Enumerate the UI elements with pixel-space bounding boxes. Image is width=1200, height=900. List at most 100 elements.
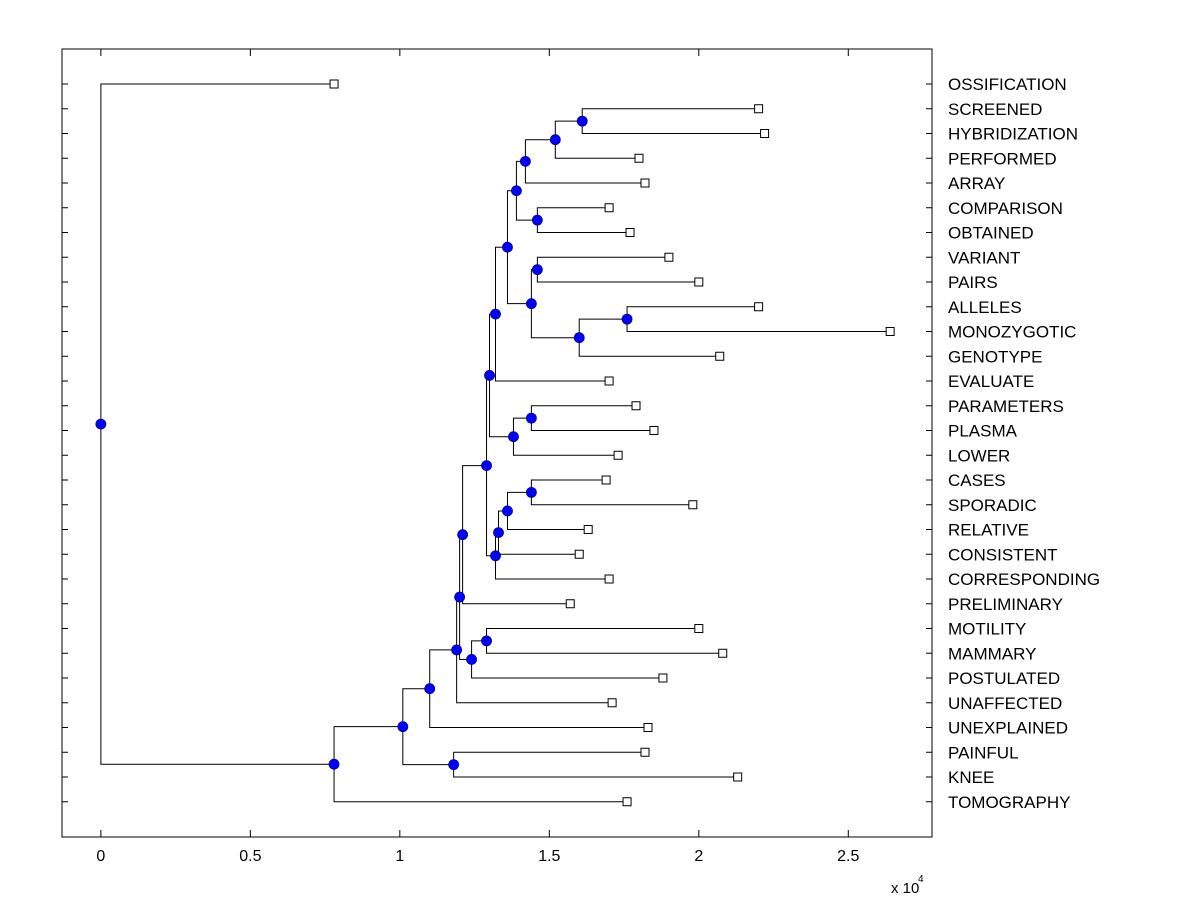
merge-node-marker [493,527,504,538]
x-exponent-label: x 10 [891,880,919,897]
y-tick-marks [62,83,932,803]
leaf-label: SCREENED [948,100,1042,119]
leaf-marker [329,79,339,89]
merge-node-marker [490,550,501,562]
leaf-marker [733,772,743,782]
merge-node-marker [451,644,463,656]
leaf-marker [574,549,584,559]
leaf-label: PRELIMINARY [948,595,1063,614]
leaf-marker [658,673,668,683]
leaf-label: GENOTYPE [948,347,1042,366]
leaf-marker [643,723,653,732]
merge-node-marker [484,369,495,381]
merge-node-marker [525,298,537,310]
leaf-marker [760,129,770,138]
merge-node-marker [549,134,561,146]
leaf-label: MAMMARY [948,644,1036,663]
merge-node-marker [531,214,543,226]
leaf-label: VARIANT [948,248,1020,267]
leaf-label: POSTULATED [948,669,1060,688]
leaf-label: UNAFFECTED [948,694,1062,713]
leaf-label: COMPARISON [948,199,1063,218]
merge-node-markers [95,115,633,771]
x-tick-label: 2.5 [837,848,859,865]
x-tick-label: 1.5 [538,848,560,865]
leaf-label: OBTAINED [948,224,1034,243]
leaf-label: MONOZYGOTIC [948,323,1076,342]
merge-node-marker [576,115,588,127]
merge-node-marker [481,635,492,647]
leaf-label: LOWER [948,446,1010,465]
leaf-label: RELATIVE [948,521,1029,540]
leaf-marker [715,351,725,361]
merge-node-marker [448,759,460,771]
merge-node-marker [621,313,633,325]
leaf-marker [631,401,641,411]
merge-node-marker [95,418,107,430]
merge-node-marker [525,486,537,498]
merge-node-marker [511,185,522,197]
leaf-label: CASES [948,471,1006,490]
x-tick-label: 0.5 [239,848,261,865]
leaf-marker [754,302,764,312]
leaf-marker [565,599,575,609]
leaf-label: TOMOGRAPHY [948,793,1070,812]
leaf-label: EVALUATE [948,372,1034,391]
leaf-marker [640,747,650,757]
leaf-label: PAINFUL [948,743,1019,762]
leaf-marker [634,153,644,163]
leaf-markers [329,79,895,807]
leaf-label: UNEXPLAINED [948,719,1068,738]
leaf-label: OSSIFICATION [948,75,1067,94]
leaf-marker [885,327,895,336]
leaf-label: PARAMETERS [948,397,1064,416]
x-tick-label: 2 [694,848,703,865]
leaf-label: CONSISTENT [948,545,1058,564]
leaf-label: HYBRIDIZATION [948,125,1078,144]
leaf-marker [649,426,659,435]
leaf-marker [604,203,614,213]
leaf-marker [694,624,704,633]
merge-node-marker [328,758,340,770]
leaf-marker [718,648,728,658]
merge-node-marker [508,431,519,443]
x-exponent-power: 4 [918,874,924,885]
merge-node-marker [481,460,492,471]
leaf-marker [604,574,614,584]
leaf-marker [694,277,704,287]
leaf-marker [601,475,611,485]
leaf-label: KNEE [948,768,994,787]
merge-node-marker [531,264,543,276]
merge-node-marker [573,332,585,344]
leaf-label: PAIRS [948,273,998,292]
leaf-marker [622,797,632,807]
x-axis: 0 0.5 1 1.5 2 2.5 [96,49,860,865]
leaf-marker [688,500,698,510]
leaf-label: MOTILITY [948,620,1026,639]
merge-node-marker [454,591,466,603]
leaf-label: CORRESPONDING [948,570,1100,589]
merge-node-marker [502,505,513,517]
leaf-label: PLASMA [948,422,1018,441]
leaf-label: ARRAY [948,174,1005,193]
leaf-label: ALLELES [948,298,1022,317]
leaf-marker [664,252,674,262]
merge-node-marker [424,683,436,695]
merge-node-marker [520,155,531,167]
leaf-marker [625,228,635,237]
leaf-marker [640,178,650,188]
leaf-label: SPORADIC [948,496,1037,515]
leaf-marker [583,525,593,534]
leaf-labels: OSSIFICATION SCREENED HYBRIDIZATION PERFORM… [948,75,1100,812]
merge-node-marker [490,308,501,320]
merge-node-marker [466,654,477,665]
leaf-marker [754,104,764,114]
merge-node-marker [397,721,409,733]
merge-node-marker [502,241,513,253]
x-tick-label: 1 [395,848,404,865]
x-tick-label: 0 [96,848,105,865]
leaf-label: PERFORMED [948,149,1057,168]
merge-node-marker [457,529,469,541]
leaf-marker [607,698,617,708]
plot-frame [61,48,933,838]
